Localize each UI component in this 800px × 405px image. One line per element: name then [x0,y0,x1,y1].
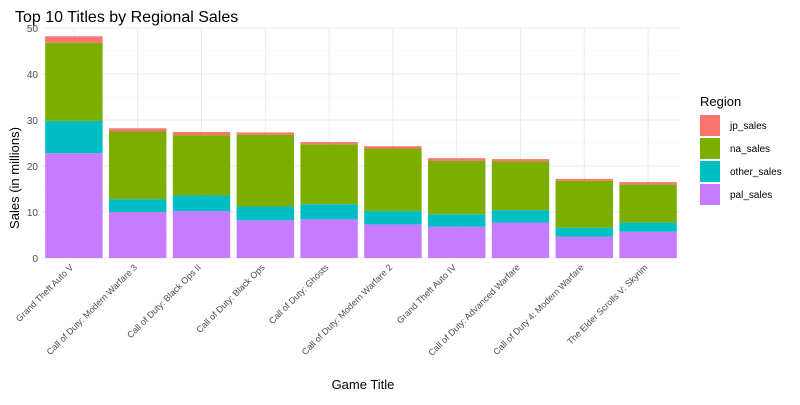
bar-segment-jp-sales [45,36,103,43]
bar-segment-na-sales [45,42,103,121]
bar-segment-other-sales [300,204,358,220]
x-tick-label: Grand Theft Auto V [14,262,75,323]
bar-segment-jp-sales [364,146,422,149]
bar-segment-pal-sales [172,211,231,258]
bar-segment-na-sales [555,180,614,228]
legend: Region jp_sales na_sales other_sales pal_sa… [700,94,782,205]
y-tick-label: 10 [27,208,39,219]
bar-segment-pal-sales [300,219,358,258]
legend-key-other-sales [700,161,720,182]
bar-segment-pal-sales [491,222,550,258]
bar-segment-jp-sales [172,131,231,136]
legend-label: other_sales [730,167,782,178]
y-axis-label: Sales (in millions) [7,127,22,229]
bar-segment-pal-sales [427,226,486,258]
legend-key-pal-sales [700,184,720,205]
bar-segment-na-sales [619,184,677,223]
bar-segment-jp-sales [236,132,295,135]
bar-segment-jp-sales [108,128,167,132]
bar-segment-other-sales [236,206,295,221]
bar-segment-jp-sales [619,182,677,185]
bar-segment-pal-sales [619,231,677,258]
x-tick-label: Grand Theft Auto IV [395,262,458,325]
bar-segment-other-sales [491,210,550,223]
x-tick-label: Call of Duty: Ghosts [267,262,331,326]
bar-segment-pal-sales [108,212,167,258]
legend-label: pal_sales [730,190,772,201]
legend-key-na-sales [700,138,720,159]
bar-segment-other-sales [555,227,614,237]
y-tick-label: 40 [27,70,39,81]
bar-segment-jp-sales [555,178,614,181]
bar-segment-other-sales [427,214,486,227]
bar-segment-other-sales [172,195,231,212]
bar-segment-pal-sales [555,236,614,258]
bar-segment-jp-sales [427,158,486,161]
bar-segment-other-sales [108,199,167,212]
bar-segment-na-sales [300,144,358,205]
bars [45,36,677,258]
x-tick-label: Call of Duty: Black Ops [194,262,267,335]
bar-segment-other-sales [364,211,422,225]
bar-segment-pal-sales [364,224,422,258]
y-axis-ticks: 0 10 20 30 40 50 [27,24,39,265]
legend-title: Region [700,94,741,109]
bar-segment-jp-sales [491,159,550,162]
bar-segment-other-sales [45,120,103,154]
bar-segment-na-sales [108,131,167,200]
y-tick-label: 0 [32,254,38,265]
legend-label: jp_sales [729,121,767,132]
y-tick-label: 50 [27,24,39,35]
bar-segment-pal-sales [45,153,103,258]
bar-segment-other-sales [619,222,677,232]
y-tick-label: 20 [27,162,39,173]
bar-segment-na-sales [427,160,486,215]
bar-segment-na-sales [236,134,295,207]
legend-key-jp-sales [700,115,720,136]
chart-title: Top 10 Titles by Regional Sales [15,9,238,26]
x-tick-label: Call of Duty: Black Ops II [125,262,203,340]
legend-label: na_sales [730,144,770,155]
bar-segment-na-sales [172,135,231,196]
bar-segment-jp-sales [300,142,358,145]
bar-segment-na-sales [491,161,550,211]
bar-segment-na-sales [364,148,422,212]
y-tick-label: 30 [27,116,39,127]
bar-segment-pal-sales [236,220,295,258]
x-axis-label: Game Title [332,377,395,392]
